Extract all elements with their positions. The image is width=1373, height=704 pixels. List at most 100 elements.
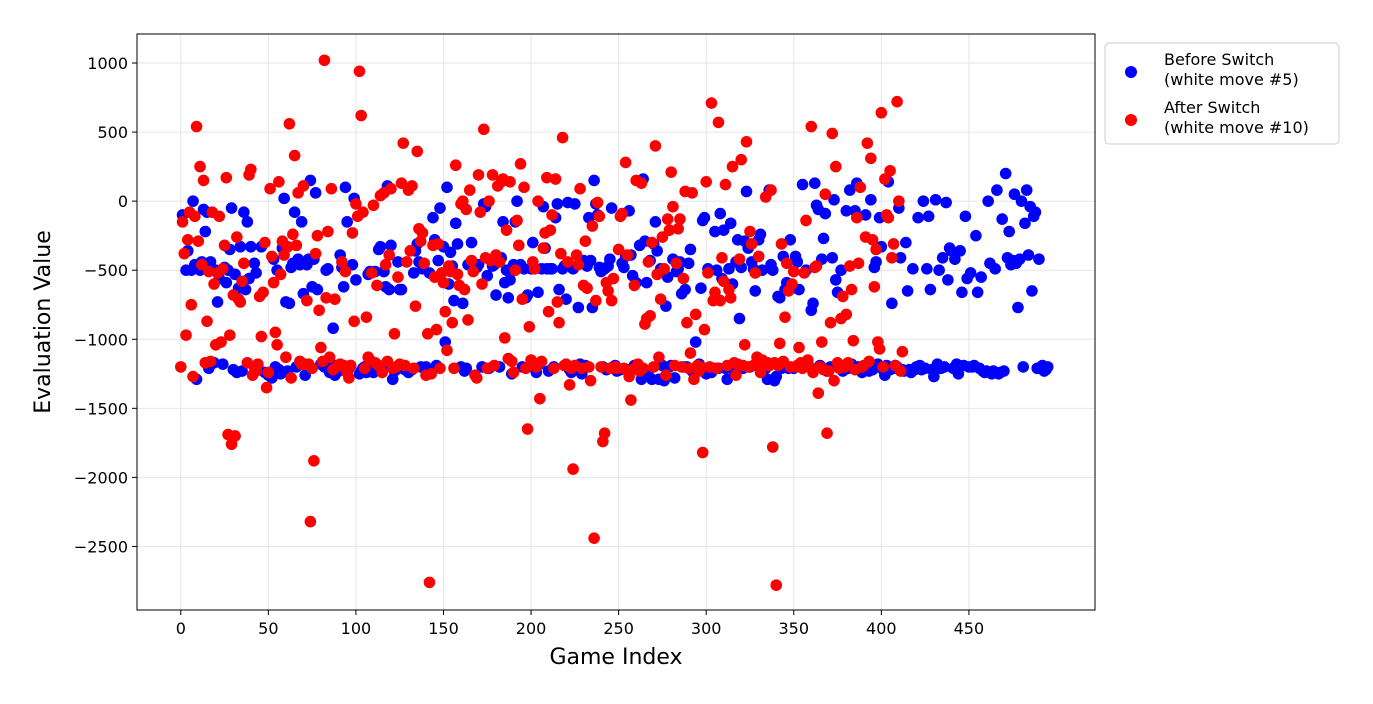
point-before-switch <box>444 246 457 259</box>
point-after-switch <box>236 275 248 288</box>
point-before-switch <box>225 202 238 214</box>
point-after-switch <box>516 293 529 306</box>
point-before-switch <box>649 216 662 228</box>
point-after-switch <box>472 169 485 181</box>
point-after-switch <box>462 314 474 326</box>
point-after-switch <box>884 164 896 177</box>
point-after-switch <box>570 249 583 261</box>
point-before-switch <box>283 297 296 310</box>
point-before-switch <box>309 187 322 199</box>
point-before-switch <box>1012 301 1024 314</box>
point-after-switch <box>844 260 856 272</box>
point-after-switch <box>618 362 630 375</box>
point-after-switch <box>311 229 324 242</box>
point-after-switch <box>588 532 600 544</box>
legend-label-before-switch-line1: Before Switch <box>1164 50 1274 69</box>
point-before-switch <box>322 263 334 275</box>
point-after-switch <box>217 263 229 275</box>
point-after-switch <box>190 120 203 133</box>
point-after-switch <box>574 182 586 195</box>
point-before-switch <box>532 286 544 299</box>
point-after-switch <box>509 264 522 277</box>
point-before-switch <box>828 193 840 206</box>
point-after-switch <box>593 210 606 223</box>
point-after-switch <box>812 387 825 399</box>
point-after-switch <box>695 361 707 373</box>
point-after-switch <box>178 247 191 260</box>
point-before-switch <box>553 283 565 296</box>
point-before-switch <box>449 217 462 230</box>
point-after-switch <box>406 180 418 192</box>
point-before-switch <box>952 368 965 380</box>
point-after-switch <box>252 358 264 370</box>
point-after-switch <box>325 182 338 195</box>
point-after-switch <box>684 347 697 359</box>
point-before-switch <box>964 267 977 279</box>
point-after-switch <box>234 296 247 308</box>
legend: Before Switch (white move #5) After Swit… <box>1104 42 1340 145</box>
point-after-switch <box>875 106 888 119</box>
point-after-switch <box>873 343 886 355</box>
point-after-switch <box>273 176 285 188</box>
point-after-switch <box>556 131 569 144</box>
point-before-switch <box>901 285 914 297</box>
point-after-switch <box>194 160 206 173</box>
point-after-switch <box>891 95 903 108</box>
point-before-switch <box>460 362 473 375</box>
point-after-switch <box>625 394 637 406</box>
point-before-switch <box>754 228 767 241</box>
series-after-switch <box>174 54 909 591</box>
point-before-switch <box>886 297 898 310</box>
point-before-switch <box>569 198 581 210</box>
point-after-switch <box>546 209 558 221</box>
point-before-switch <box>502 292 515 304</box>
point-after-switch <box>220 171 233 184</box>
point-after-switch <box>877 361 889 373</box>
point-after-switch <box>245 163 257 176</box>
point-after-switch <box>518 181 530 194</box>
point-after-switch <box>787 265 800 278</box>
point-before-switch <box>1041 361 1054 373</box>
point-after-switch <box>810 260 823 272</box>
point-before-switch <box>996 213 1008 225</box>
point-before-switch <box>481 269 494 282</box>
point-after-switch <box>180 329 192 341</box>
point-after-switch <box>339 265 352 278</box>
point-after-switch <box>271 338 283 351</box>
point-before-switch <box>551 198 564 210</box>
point-before-switch <box>770 370 783 383</box>
point-after-switch <box>376 366 388 379</box>
point-after-switch <box>852 257 865 270</box>
point-after-switch <box>477 123 490 136</box>
point-before-switch <box>917 195 930 207</box>
point-after-switch <box>583 361 595 373</box>
point-after-switch <box>616 207 628 220</box>
point-after-switch <box>851 211 863 224</box>
point-after-switch <box>215 336 227 348</box>
point-before-switch <box>217 358 229 370</box>
point-after-switch <box>350 198 362 210</box>
point-before-switch <box>584 254 597 267</box>
point-after-switch <box>861 137 874 149</box>
point-before-switch <box>808 177 821 189</box>
y-tick-label: −1500 <box>74 399 128 418</box>
point-after-switch <box>896 345 909 358</box>
point-after-switch <box>854 181 867 194</box>
point-after-switch <box>488 359 501 372</box>
point-after-switch <box>306 362 318 375</box>
point-before-switch <box>668 372 681 384</box>
point-after-switch <box>264 182 276 195</box>
point-after-switch <box>544 224 557 236</box>
point-after-switch <box>663 224 676 236</box>
point-after-switch <box>646 236 658 249</box>
point-after-switch <box>474 206 487 218</box>
point-before-switch <box>922 210 935 223</box>
point-after-switch <box>421 327 434 340</box>
legend-box <box>1104 42 1340 145</box>
point-after-switch <box>185 298 198 311</box>
point-before-switch <box>250 267 262 279</box>
point-after-switch <box>266 250 278 263</box>
point-after-switch <box>504 176 516 188</box>
point-after-switch <box>430 323 443 336</box>
point-before-switch <box>682 257 695 270</box>
